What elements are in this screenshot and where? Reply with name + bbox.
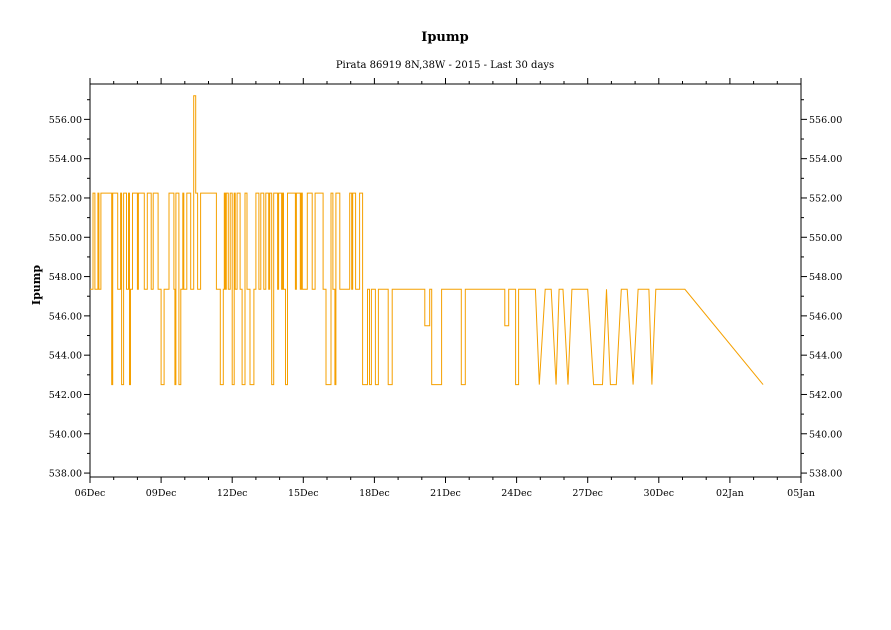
y-tick-label-right: 546.00: [809, 311, 842, 322]
y-tick-label-left: 554.00: [49, 154, 82, 165]
y-tick-label-right: 548.00: [809, 272, 842, 283]
y-tick-label-right: 554.00: [809, 154, 842, 165]
tick-labels: 538.00 538.00 540.00 540.00 542.00 542.00 544.…: [49, 115, 843, 499]
y-tick-label-left: 544.00: [49, 351, 82, 362]
x-tick-label: 27Dec: [572, 488, 603, 499]
y-tick-label-left: 546.00: [49, 311, 82, 322]
series-group: [90, 95, 764, 386]
plot-frame: [89, 83, 802, 478]
x-tick-label: 09Dec: [146, 488, 177, 499]
x-tick-label: 02Jan: [716, 488, 744, 499]
series-line: [90, 95, 764, 386]
x-tick-label: 12Dec: [217, 488, 248, 499]
x-tick-label: 15Dec: [288, 488, 319, 499]
x-tick-label: 06Dec: [75, 488, 106, 499]
y-tick-label-right: 552.00: [809, 193, 842, 204]
chart-subtitle: Pirata 86919 8N,38W - 2015 - Last 30 day…: [336, 60, 554, 71]
x-tick-label: 18Dec: [359, 488, 390, 499]
x-tick-label: 30Dec: [643, 488, 674, 499]
y-tick-label-right: 544.00: [809, 351, 842, 362]
y-tick-label-right: 540.00: [809, 429, 842, 440]
y-tick-label-left: 538.00: [49, 469, 82, 480]
x-tick-label: 21Dec: [430, 488, 461, 499]
y-tick-label-left: 548.00: [49, 272, 82, 283]
axis-ticks: [84, 78, 807, 483]
y-tick-label-right: 538.00: [809, 469, 842, 480]
y-tick-label-left: 550.00: [49, 233, 82, 244]
chart-title: Ipump: [421, 30, 468, 45]
y-tick-label-left: 552.00: [49, 193, 82, 204]
y-axis-label: Ipump: [30, 265, 43, 305]
x-tick-label: 24Dec: [501, 488, 532, 499]
y-tick-label-right: 556.00: [809, 115, 842, 126]
y-tick-label-left: 540.00: [49, 429, 82, 440]
x-tick-label: 05Jan: [787, 488, 815, 499]
y-tick-label-right: 542.00: [809, 390, 842, 401]
y-tick-label-right: 550.00: [809, 233, 842, 244]
y-tick-label-left: 542.00: [49, 390, 82, 401]
y-tick-label-left: 556.00: [49, 115, 82, 126]
